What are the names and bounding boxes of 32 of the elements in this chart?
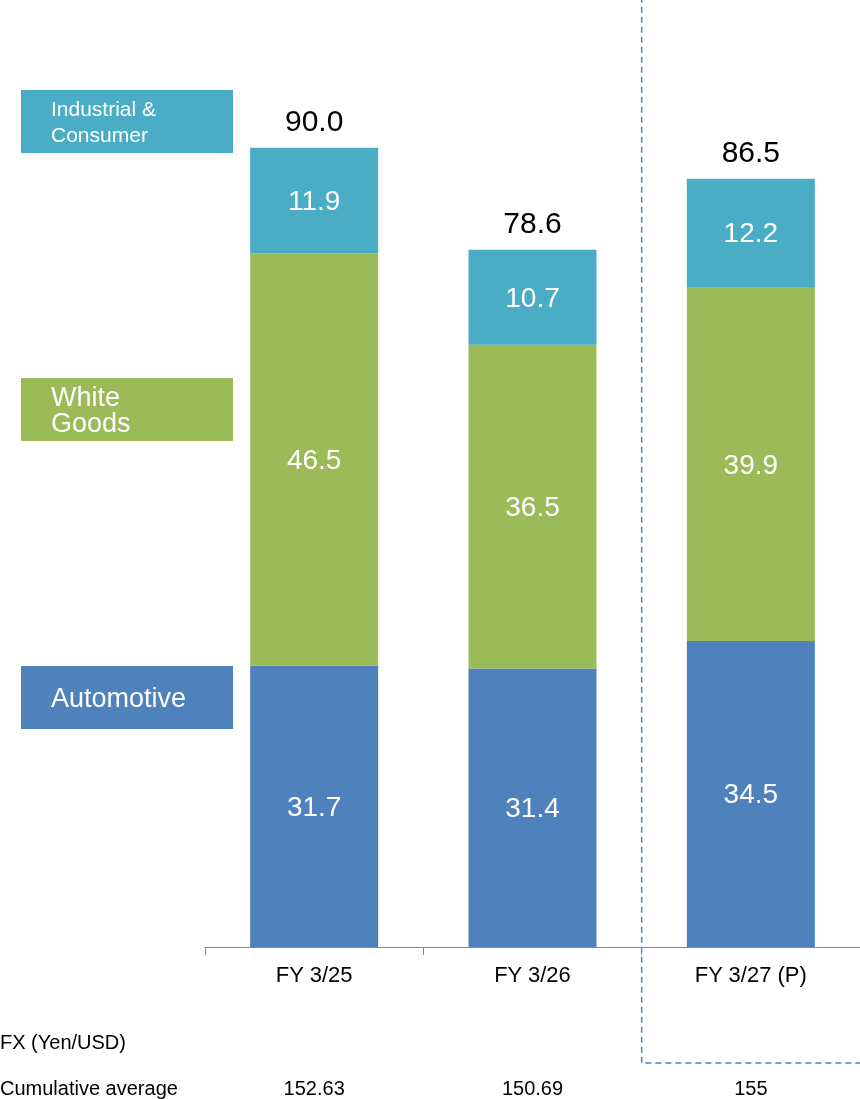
- data-label: 10.7: [505, 281, 560, 313]
- total-label: 86.5: [721, 135, 781, 169]
- bar: [468, 344, 597, 669]
- x-tick-label: FY 3/27 (P): [694, 961, 807, 987]
- total-label: 90.0: [284, 104, 344, 138]
- text: White Goods: [51, 381, 131, 438]
- bar: [250, 665, 379, 947]
- x-tick-label: FY 3/26: [494, 961, 571, 987]
- text: 150.69: [501, 1077, 564, 1099]
- data-label: 12.2: [723, 217, 779, 249]
- text: 152.63: [283, 1077, 345, 1099]
- bar: [250, 147, 379, 254]
- data-label: 31.4: [505, 792, 560, 824]
- data-label: 36.5: [505, 491, 560, 523]
- text: Automotive: [51, 682, 187, 713]
- data-label: 11.9: [287, 185, 341, 217]
- data-label: 39.9: [723, 448, 779, 480]
- bar: [686, 640, 815, 947]
- bar: [468, 668, 597, 947]
- text: Cumulative average: [0, 1077, 178, 1099]
- x-tick-label: FY 3/25: [275, 961, 353, 987]
- text: Industrial & Consumer: [51, 97, 162, 146]
- data-label: 46.5: [286, 444, 342, 476]
- bar: [686, 287, 815, 641]
- data-label: 31.7: [286, 790, 342, 822]
- text: FX (Yen/USD): [0, 1031, 126, 1053]
- bar: [250, 253, 379, 666]
- bar: [686, 178, 815, 288]
- data-label: 34.5: [723, 778, 779, 810]
- total-label: 78.6: [503, 206, 562, 240]
- text: 155: [734, 1077, 768, 1099]
- bar: [468, 249, 597, 345]
